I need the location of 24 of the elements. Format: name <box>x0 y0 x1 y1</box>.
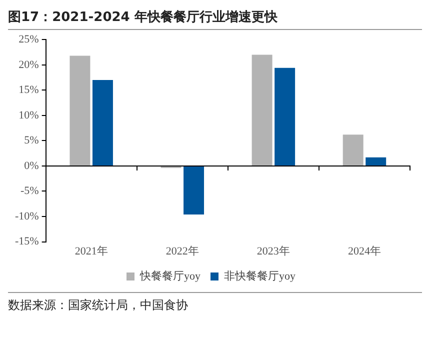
bar <box>184 166 204 215</box>
bar <box>366 157 386 166</box>
y-tick-label: 15% <box>18 84 39 96</box>
y-tick-label: 25% <box>18 33 39 46</box>
x-tick-label: 2024年 <box>348 245 381 258</box>
y-tick-label: -10% <box>15 210 39 222</box>
bar <box>70 56 90 166</box>
y-tick-label: 5% <box>24 134 39 147</box>
y-tick-label: -15% <box>15 236 39 248</box>
chart-title: 图17：2021-2024 年快餐餐厅行业增速更快 <box>8 8 422 30</box>
y-tick-label: -5% <box>20 185 39 198</box>
bar <box>92 80 113 166</box>
legend-label: 非快餐餐厅yoy <box>224 269 296 282</box>
x-tick-label: 2021年 <box>74 245 108 258</box>
bar <box>274 68 296 166</box>
y-tick-label: 10% <box>18 109 39 122</box>
y-tick-label: 20% <box>18 58 39 71</box>
source-note: 数据来源：国家统计局，中国食协 <box>8 292 422 314</box>
x-tick-label: 2022年 <box>166 245 199 258</box>
legend-label: 快餐餐厅yoy <box>139 269 201 282</box>
y-tick-label: 0% <box>24 160 39 172</box>
x-tick-label: 2023年 <box>256 245 290 258</box>
bar <box>252 54 272 166</box>
bar <box>342 134 364 166</box>
